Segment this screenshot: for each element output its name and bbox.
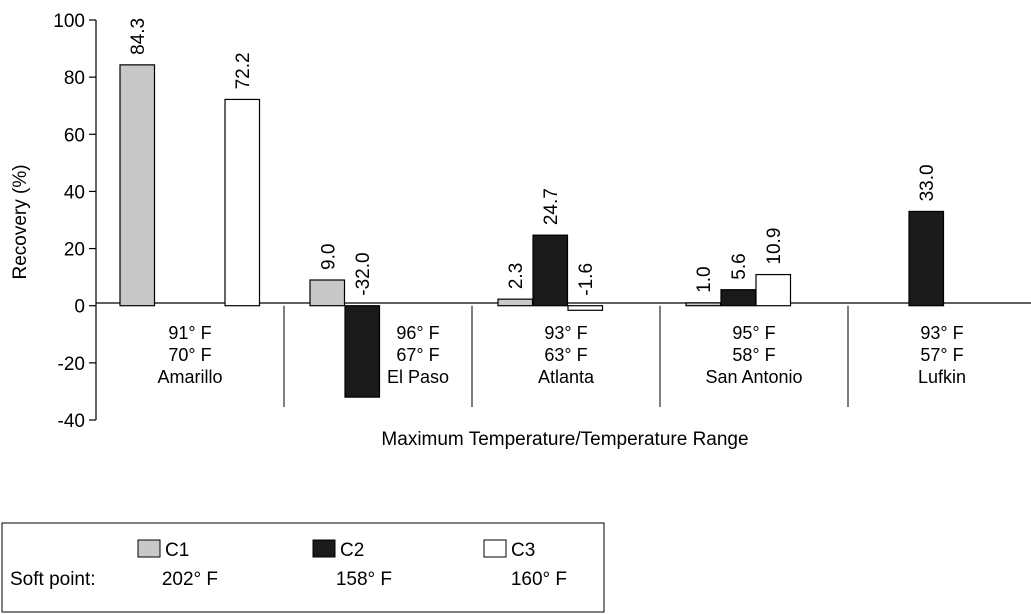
bar-value-label: 10.9	[764, 228, 785, 265]
legend-soft-point-value: 158° F	[336, 569, 392, 590]
category-max-temp: 93° F	[920, 323, 963, 343]
y-axis-title: Recovery (%)	[10, 164, 31, 279]
y-tick-label: 80	[64, 68, 85, 89]
category-max-temp: 96° F	[396, 323, 439, 343]
bar-value-label: 33.0	[917, 164, 938, 201]
bar-value-labels: 84.3 72.2 9.0 -32.0 2.3 24.7 -1.6 1.0 5.6 10.9 33.…	[128, 18, 938, 296]
bar-value-label: 2.3	[506, 263, 527, 289]
bar-c2	[344, 305, 381, 398]
category-temp-range: 63° F	[544, 345, 587, 365]
legend-series-name: C2	[340, 540, 364, 561]
y-tick-label: 40	[64, 182, 85, 203]
y-tick-label: 0	[74, 297, 85, 318]
y-tick-label: 100	[53, 11, 85, 32]
legend-soft-point-value: 202° F	[162, 569, 218, 590]
category-max-temp: 93° F	[544, 323, 587, 343]
bar-value-label: 5.6	[729, 253, 750, 279]
bar-value-label: 24.7	[541, 188, 562, 225]
legend-swatch-c1	[137, 539, 161, 558]
legend-soft-point-label: Soft point:	[10, 569, 96, 590]
bar-c2	[908, 210, 945, 307]
category-city: Amarillo	[157, 367, 222, 387]
category-city: San Antonio	[705, 367, 802, 387]
bar-value-label: 1.0	[694, 266, 715, 292]
bar-value-label: 9.0	[318, 244, 339, 270]
category-temp-range: 57° F	[920, 345, 963, 365]
category-city: Atlanta	[538, 367, 595, 387]
x-axis-title: Maximum Temperature/Temperature Range	[381, 429, 748, 450]
bar-c1	[119, 64, 156, 307]
legend-series-name: C3	[511, 540, 535, 561]
category-city: Lufkin	[918, 367, 966, 387]
category-max-temp: 95° F	[732, 323, 775, 343]
bar-value-label: -1.6	[576, 263, 597, 296]
bar-value-label: -32.0	[353, 252, 374, 295]
y-ticks: -40 -20 0 20 40 60 80 100	[53, 11, 96, 432]
category-temp-range: 70° F	[168, 345, 211, 365]
bar-c2	[720, 289, 757, 307]
bar-c2	[532, 234, 569, 307]
bar-value-label: 72.2	[233, 52, 254, 89]
bar-c3	[224, 98, 261, 307]
legend-frame	[1, 522, 605, 613]
y-tick-label: -20	[58, 354, 85, 375]
y-tick-label: 60	[64, 125, 85, 146]
category-city: El Paso	[387, 367, 449, 387]
bar-value-label: 84.3	[128, 18, 149, 55]
category-temp-range: 67° F	[396, 345, 439, 365]
y-tick-label: 20	[64, 240, 85, 261]
bars	[119, 64, 945, 398]
legend-series-name: C1	[165, 540, 189, 561]
category-separators	[283, 305, 849, 407]
y-tick-label: -40	[58, 411, 85, 432]
bar-c1	[497, 298, 534, 307]
legend-swatch-c2	[312, 539, 336, 558]
legend-soft-point-value: 160° F	[511, 569, 567, 590]
bar-c1	[309, 279, 346, 307]
category-temp-range: 58° F	[732, 345, 775, 365]
bar-c3	[755, 273, 792, 307]
bar-c1	[685, 302, 722, 307]
category-max-temp: 91° F	[168, 323, 211, 343]
legend-swatch-c3	[483, 539, 507, 558]
legend: C1 202° F C2 158° F C3 160° F Soft point:	[1, 522, 605, 613]
bar-c3	[567, 305, 604, 311]
